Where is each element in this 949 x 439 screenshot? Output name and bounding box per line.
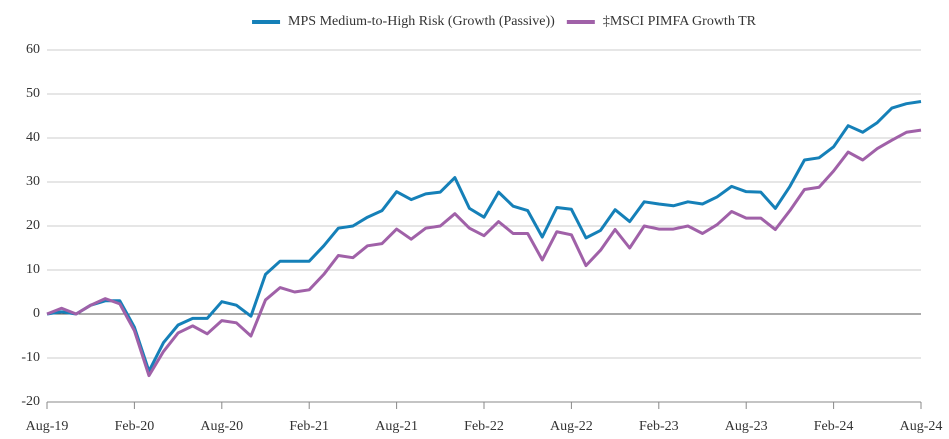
legend-label: ‡MSCI PIMFA Growth TR [603, 14, 757, 29]
x-tick-label: Feb-23 [639, 419, 679, 434]
x-tick-label: Aug-20 [200, 419, 243, 434]
x-tick-label: Feb-20 [115, 419, 155, 434]
x-tick-label: Aug-21 [375, 419, 418, 434]
y-tick-label: 10 [26, 262, 40, 277]
x-tick-label: Feb-21 [289, 419, 329, 434]
x-tick-label: Feb-22 [464, 419, 504, 434]
x-tick-label: Feb-24 [814, 419, 854, 434]
x-tick-label: Aug-22 [550, 419, 593, 434]
x-tick-label: Aug-23 [725, 419, 768, 434]
y-tick-label: 40 [26, 130, 40, 145]
legend-label: MPS Medium-to-High Risk (Growth (Passive… [288, 14, 555, 29]
y-tick-label: 0 [33, 306, 40, 321]
series-line [46, 128, 922, 378]
y-tick-label: 20 [26, 218, 40, 233]
y-tick-label: 30 [26, 174, 40, 189]
y-tick-label: 50 [26, 86, 40, 101]
y-tick-label: 60 [26, 42, 40, 57]
series-line [46, 99, 922, 373]
y-tick-label: -20 [21, 394, 40, 409]
x-tick-label: Aug-19 [26, 419, 69, 434]
y-tick-label: -10 [21, 350, 40, 365]
x-tick-label: Aug-24 [900, 419, 943, 434]
